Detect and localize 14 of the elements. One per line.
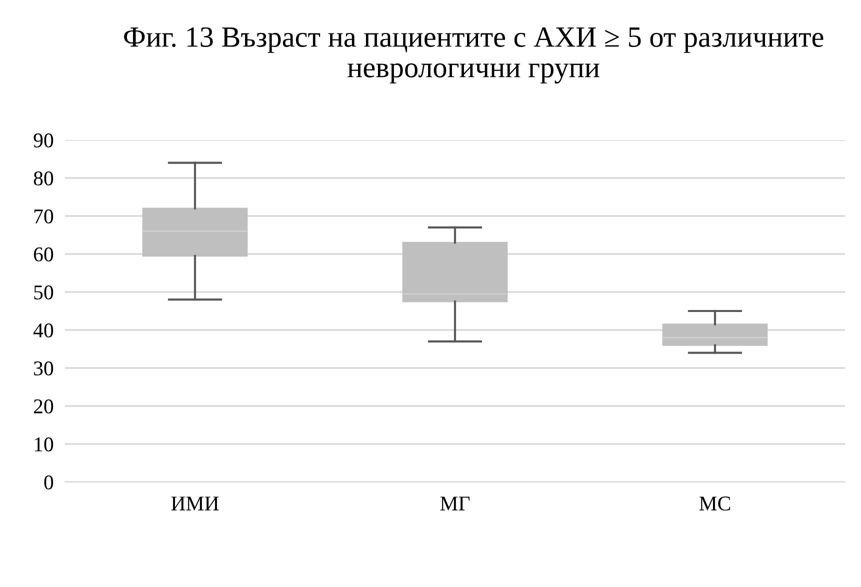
y-tick-label: 70 (34, 209, 54, 224)
x-tick-label: МГ (440, 496, 470, 510)
y-tick-label: 40 (33, 323, 54, 338)
y-tick-label: 50 (34, 285, 54, 300)
y-tick-label: 0 (44, 475, 54, 490)
y-tick-label: 10 (34, 437, 54, 452)
y-tick-label: 30 (34, 361, 54, 376)
chart-title: Фиг. 13 Възраст на пациентите с АХИ ≥ 5 от различните неврологични групи (124, 27, 824, 84)
y-tick-label: 60 (34, 247, 54, 262)
y-tick-label: 20 (34, 399, 54, 414)
x-tick-label: ИМИ (171, 496, 219, 510)
y-tick-label: 80 (34, 171, 54, 186)
y-tick-label: 90 (34, 133, 54, 148)
x-tick-label: МС (699, 496, 730, 511)
